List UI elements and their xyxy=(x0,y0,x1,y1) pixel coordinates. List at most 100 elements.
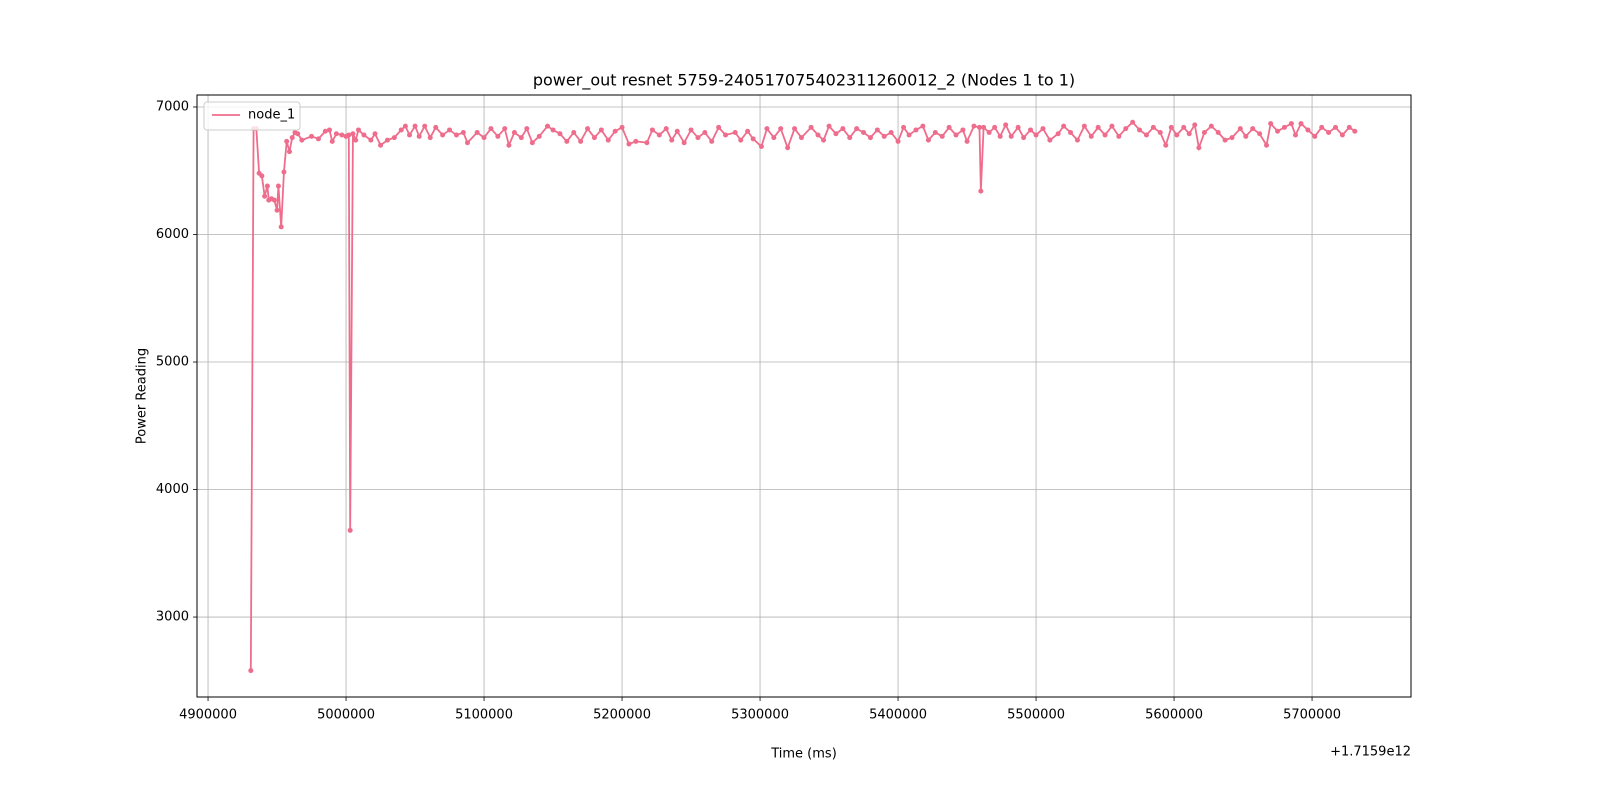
data-point xyxy=(732,129,738,135)
data-point xyxy=(964,138,970,144)
data-point xyxy=(874,127,880,133)
y-tick-label: 6000 xyxy=(156,227,189,242)
data-point xyxy=(895,138,901,144)
data-point xyxy=(598,127,604,133)
data-point xyxy=(591,135,597,141)
data-point xyxy=(571,129,577,135)
data-point xyxy=(585,126,591,132)
data-point xyxy=(798,135,804,141)
data-point xyxy=(901,124,907,130)
data-point xyxy=(333,131,339,137)
data-point xyxy=(1109,123,1115,129)
data-point xyxy=(1137,127,1143,133)
data-point xyxy=(1003,122,1009,128)
data-point xyxy=(681,140,687,146)
data-point xyxy=(353,137,359,143)
legend-label: node_1 xyxy=(248,108,295,123)
data-point xyxy=(1033,132,1039,138)
data-point xyxy=(1257,131,1263,137)
data-point xyxy=(1068,129,1074,135)
data-point xyxy=(278,224,284,230)
x-tick-label: 5100000 xyxy=(455,708,513,723)
data-point xyxy=(674,128,680,134)
data-point xyxy=(372,131,378,137)
data-point xyxy=(986,129,992,135)
data-point xyxy=(953,132,959,138)
data-point xyxy=(1181,124,1187,130)
data-point xyxy=(605,137,611,143)
data-point xyxy=(808,124,814,130)
data-point xyxy=(709,138,715,144)
data-point xyxy=(447,127,453,133)
data-point xyxy=(271,197,277,203)
data-point xyxy=(259,173,265,179)
data-point xyxy=(971,123,977,129)
data-point xyxy=(384,137,390,143)
data-point xyxy=(978,188,984,194)
data-point xyxy=(460,129,466,135)
data-point xyxy=(1055,131,1061,137)
data-point xyxy=(506,142,512,148)
data-point xyxy=(1116,133,1122,139)
data-point xyxy=(361,132,367,138)
data-point xyxy=(1021,135,1027,141)
data-point xyxy=(433,124,439,130)
data-point xyxy=(644,140,650,146)
data-point xyxy=(1319,124,1325,130)
data-point xyxy=(511,129,517,135)
data-point xyxy=(1229,135,1235,141)
data-point xyxy=(1352,128,1358,134)
data-point xyxy=(1201,129,1207,135)
data-point xyxy=(274,207,280,213)
data-point xyxy=(1015,124,1021,130)
data-point xyxy=(785,145,791,151)
data-point xyxy=(960,127,966,133)
data-point xyxy=(1163,142,1169,148)
data-point xyxy=(453,132,459,138)
data-point xyxy=(1123,126,1129,132)
data-point xyxy=(688,127,694,133)
data-point xyxy=(695,135,701,141)
data-point xyxy=(745,128,751,134)
data-point xyxy=(723,132,729,138)
data-point xyxy=(346,132,352,138)
data-point xyxy=(262,193,268,199)
data-point xyxy=(536,133,542,139)
data-point xyxy=(427,135,433,141)
data-point xyxy=(481,135,487,141)
data-point xyxy=(669,137,675,143)
data-point xyxy=(826,123,832,129)
data-point xyxy=(1292,132,1298,138)
data-point xyxy=(315,136,321,142)
y-tick-label: 7000 xyxy=(156,99,189,114)
data-point xyxy=(932,129,938,135)
data-point xyxy=(1088,133,1094,139)
data-point xyxy=(626,141,632,147)
data-point xyxy=(1268,121,1274,127)
data-point xyxy=(764,126,770,132)
data-point xyxy=(378,142,384,148)
data-point xyxy=(1339,132,1345,138)
data-point xyxy=(1346,124,1352,130)
data-point xyxy=(529,140,535,146)
data-point xyxy=(1143,132,1149,138)
data-point xyxy=(474,129,480,135)
data-point xyxy=(322,128,328,134)
x-tick-label: 5300000 xyxy=(731,708,789,723)
data-point xyxy=(248,668,254,674)
data-point xyxy=(847,135,853,141)
data-point xyxy=(663,126,669,132)
data-point xyxy=(738,137,744,143)
data-point xyxy=(821,137,827,143)
data-point xyxy=(881,133,887,139)
chart-title: power_out resnet 5759-240517075402311260… xyxy=(533,71,1075,91)
data-point xyxy=(976,124,982,130)
data-point xyxy=(1305,127,1311,133)
data-point xyxy=(1243,133,1249,139)
x-tick-label: 5600000 xyxy=(1145,708,1203,723)
data-point xyxy=(1061,123,1067,129)
data-point xyxy=(1222,137,1228,143)
data-point xyxy=(656,132,662,138)
data-point xyxy=(495,133,501,139)
data-point xyxy=(309,133,315,139)
